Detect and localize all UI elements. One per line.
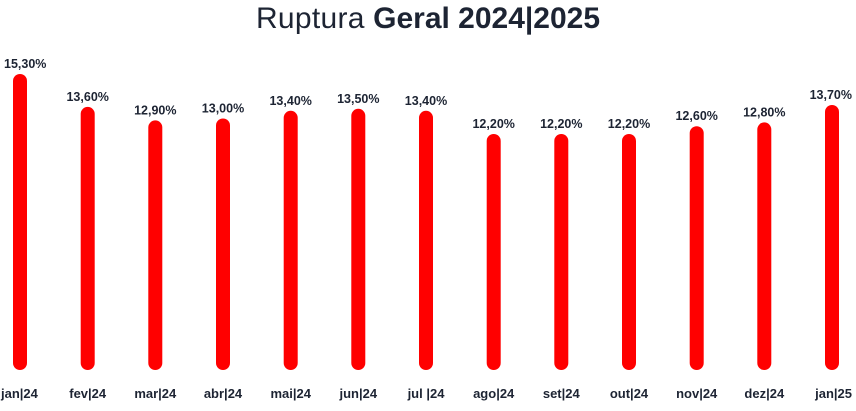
value-label-7: 13,40% [405, 94, 447, 108]
chart-title-bold: Geral 2024|2025 [373, 2, 601, 35]
bar-5 [283, 110, 298, 371]
value-label-2: 13,60% [66, 90, 108, 104]
category-label-10: out|24 [610, 386, 649, 401]
chart-title: Ruptura Geral 2024|2025 [0, 2, 856, 36]
category-label-11: nov|24 [676, 386, 718, 401]
category-label-12: dez|24 [744, 386, 785, 401]
chart-title-light: Ruptura [255, 2, 365, 35]
value-label-10: 12,20% [608, 117, 650, 131]
bar-7 [419, 110, 433, 371]
value-label-6: 13,50% [337, 92, 379, 106]
bar-8 [486, 134, 501, 370]
bar-2 [80, 106, 95, 371]
value-label-3: 12,90% [134, 103, 176, 117]
category-label-5: mai|24 [270, 386, 311, 401]
bar-13 [825, 105, 839, 370]
value-label-11: 12,60% [675, 109, 717, 123]
value-label-8: 12,20% [472, 117, 514, 131]
category-label-2: fev|24 [69, 386, 107, 401]
category-label-1: jan|24 [0, 386, 39, 401]
category-label-3: mar|24 [134, 386, 177, 401]
category-label-4: abr|24 [204, 386, 243, 401]
value-label-1: 15,30% [4, 57, 46, 71]
value-label-9: 12,20% [540, 117, 582, 131]
value-label-4: 13,00% [202, 102, 244, 116]
bar-3 [148, 120, 163, 371]
category-label-7: jul |24 [407, 386, 446, 401]
bar-9 [554, 134, 569, 370]
value-label-5: 13,40% [269, 94, 311, 108]
bar-10 [622, 134, 636, 370]
value-label-13: 13,70% [810, 88, 852, 102]
value-label-12: 12,80% [743, 105, 785, 119]
category-label-9: set|24 [543, 386, 581, 401]
bar-1 [13, 74, 27, 370]
bar-11 [689, 126, 704, 370]
category-label-6: jun|24 [339, 386, 378, 401]
category-label-8: ago|24 [473, 386, 515, 401]
bar-12 [757, 122, 772, 371]
category-label-13: jan|25 [814, 386, 852, 401]
bar-4 [216, 118, 230, 370]
bar-6 [351, 108, 366, 371]
